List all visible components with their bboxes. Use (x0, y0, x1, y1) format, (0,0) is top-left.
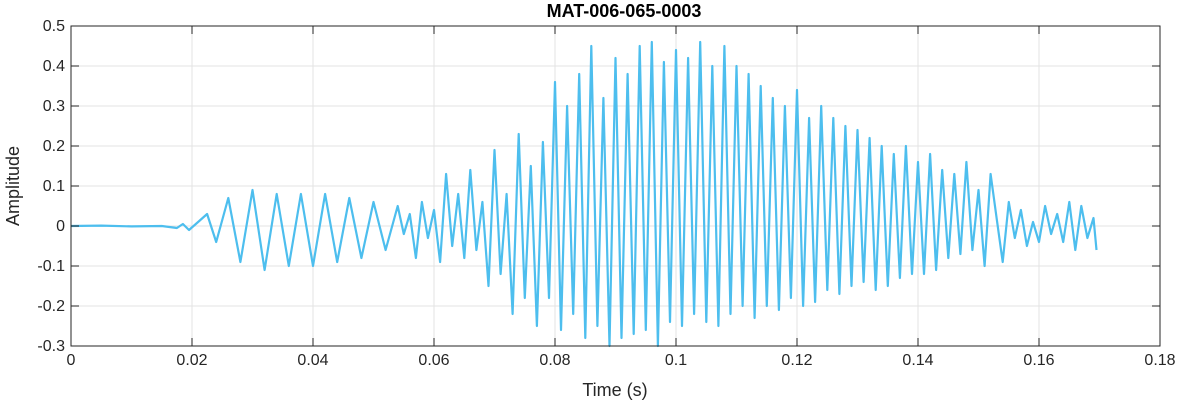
x-tick-label: 0.04 (297, 352, 328, 369)
y-axis-label: Amplitude (3, 146, 23, 226)
x-tick-label: 0.16 (1023, 352, 1054, 369)
x-tick-label: 0.08 (539, 352, 570, 369)
y-tick-label: 0 (56, 218, 65, 235)
x-axis-label: Time (s) (582, 380, 647, 400)
x-tick-label: 0.06 (418, 352, 449, 369)
x-tick-label: 0.12 (781, 352, 812, 369)
y-tick-label: 0.3 (43, 98, 65, 115)
ticks: 0 0.02 0.04 0.06 0.08 0.1 0.12 0.14 0.16 0.18 -0.3… (37, 18, 1175, 369)
x-tick-label: 0.14 (902, 352, 933, 369)
y-tick-label: -0.1 (37, 258, 65, 275)
plot-area (70, 40, 1098, 348)
y-tick-label: -0.3 (37, 338, 65, 355)
chart-title: MAT-006-065-0003 (547, 1, 702, 21)
x-tick-label: 0.02 (176, 352, 207, 369)
x-tick-label: 0.1 (665, 352, 687, 369)
y-tick-label: 0.4 (43, 58, 65, 75)
x-tick-label: 0.18 (1144, 352, 1175, 369)
x-tick-label: 0 (67, 352, 76, 369)
series-line-0 (70, 40, 1098, 348)
y-tick-label: 0.2 (43, 138, 65, 155)
y-tick-label: -0.2 (37, 298, 65, 315)
y-tick-label: 0.5 (43, 18, 65, 35)
y-tick-label: 0.1 (43, 178, 65, 195)
